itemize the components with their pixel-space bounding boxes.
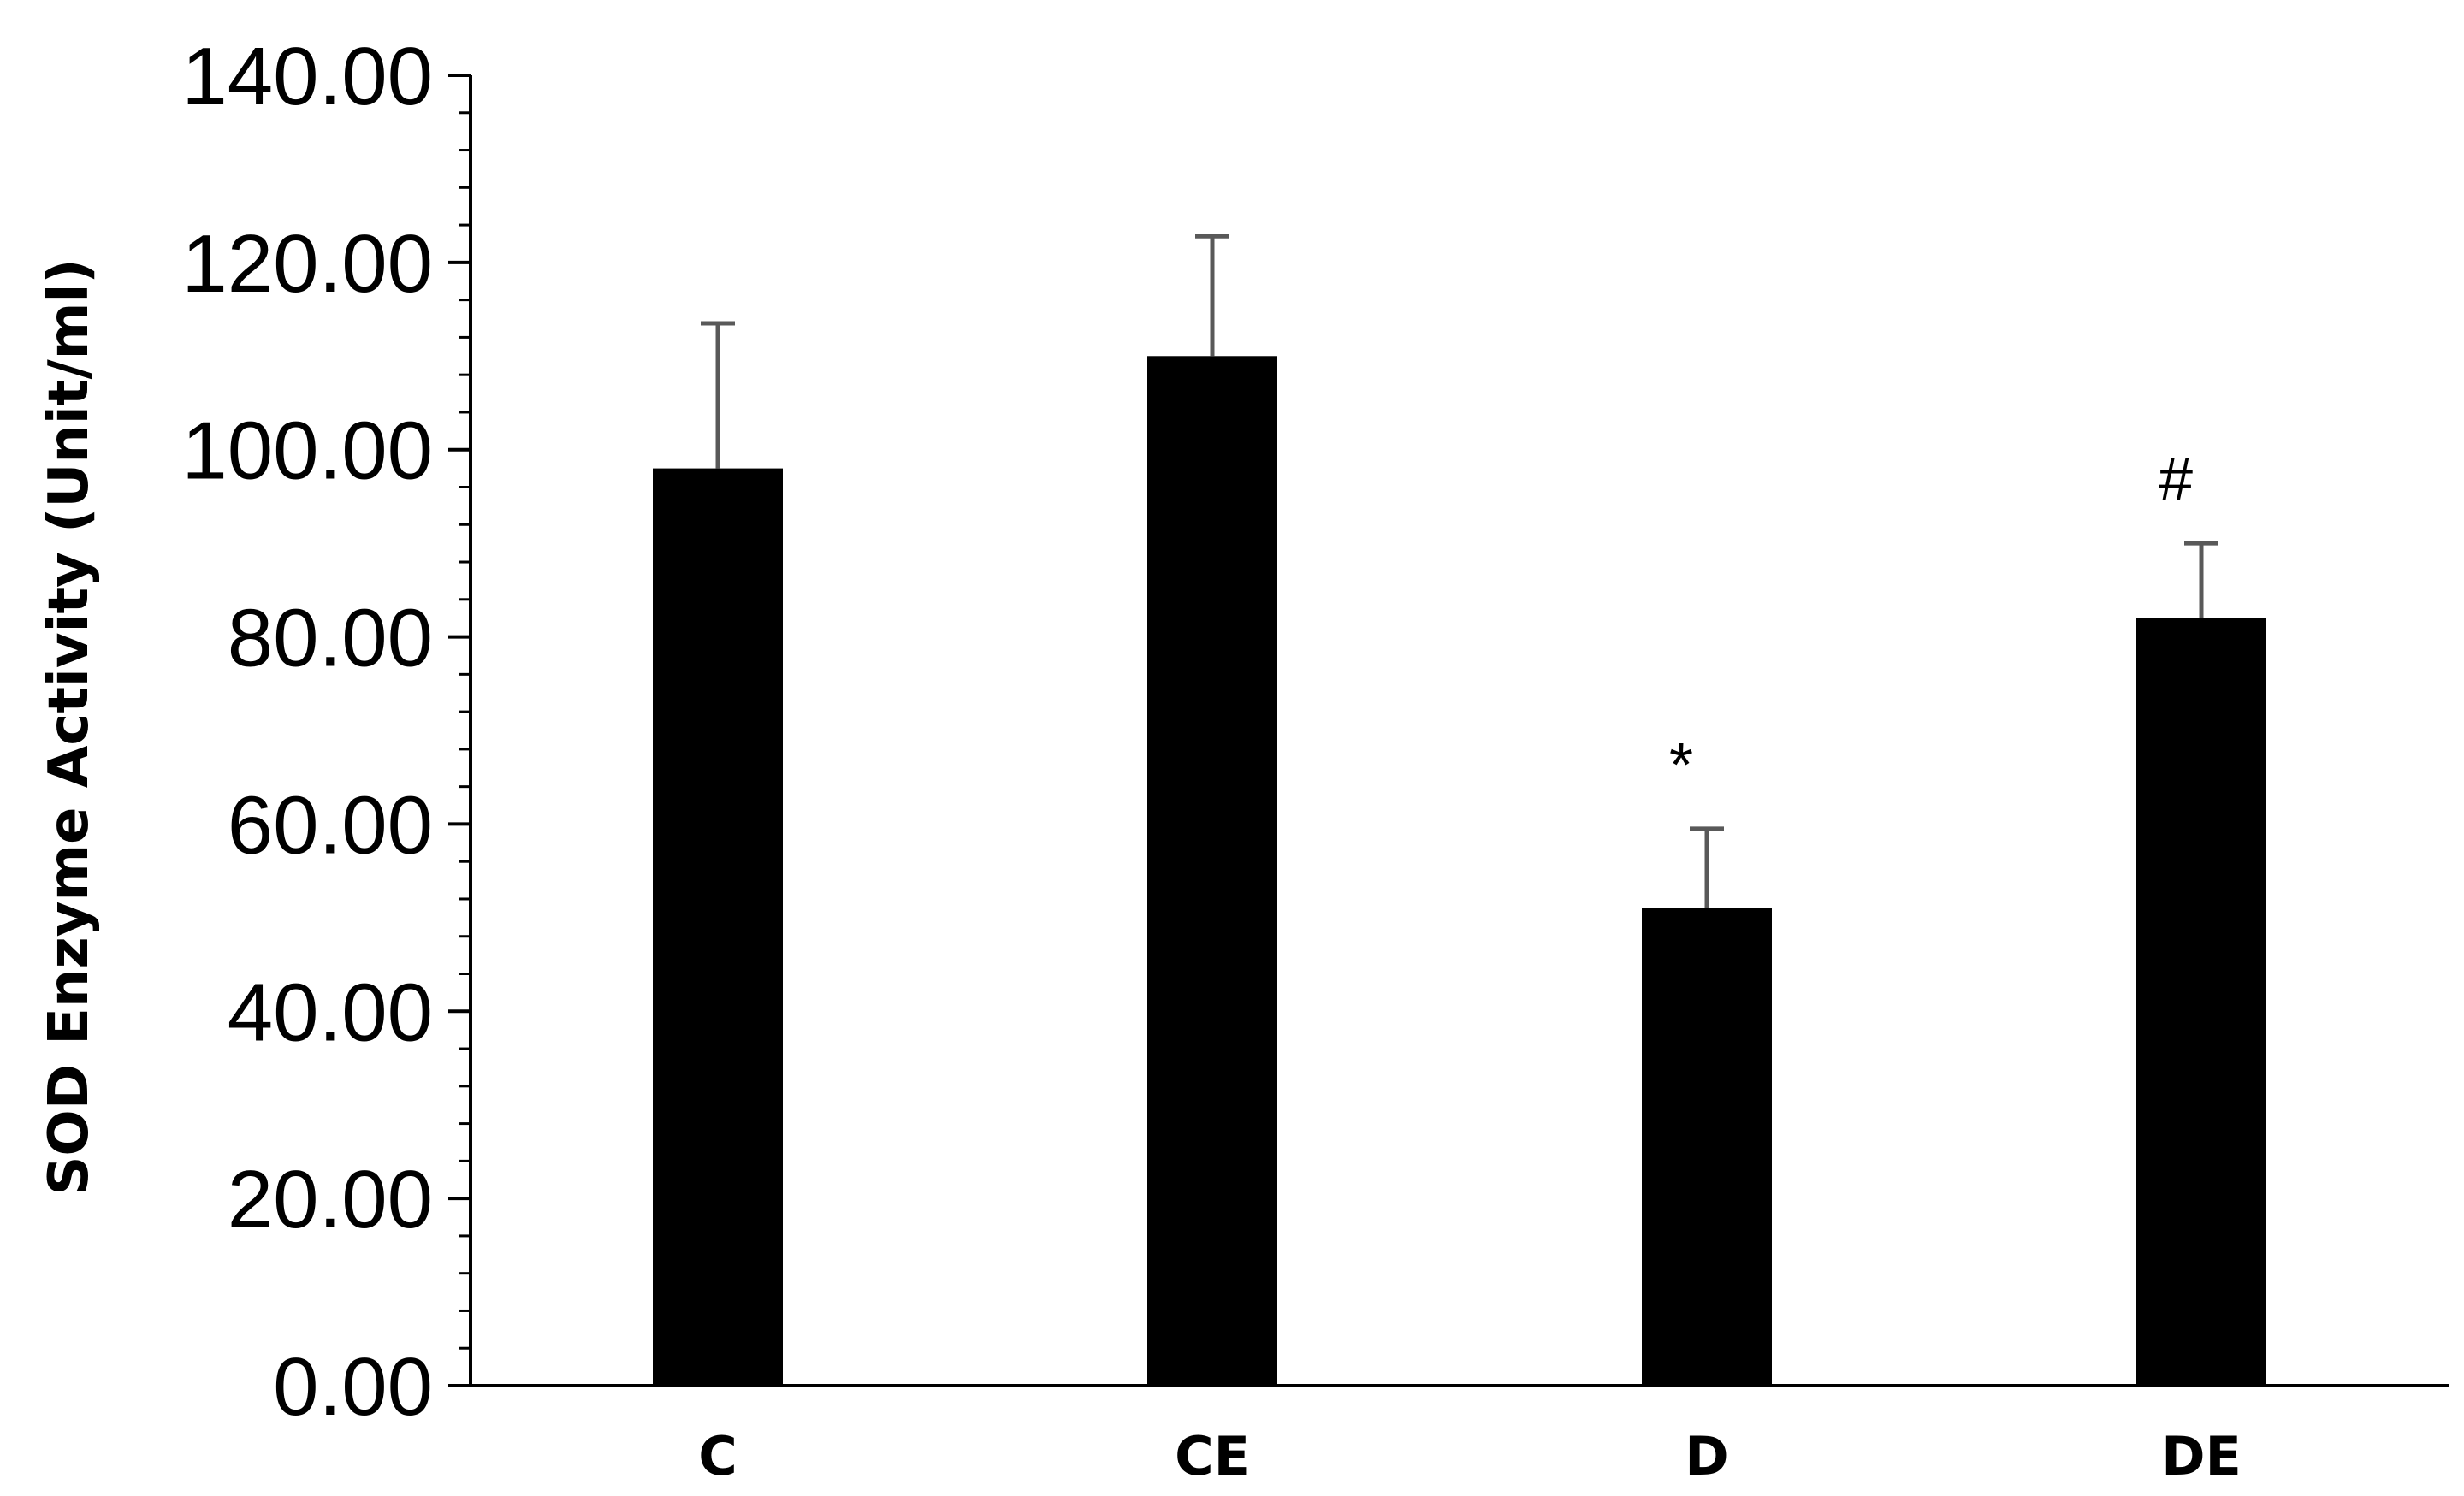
y-tick-label: 0.00: [273, 1341, 433, 1433]
y-axis-title: SOD Enzyme Activity (Unit/ml): [38, 258, 101, 1195]
y-tick-label: 80.00: [228, 593, 433, 684]
y-axis-ticks: [448, 74, 471, 1387]
bar-ce: [1147, 356, 1277, 1387]
error-bars: [701, 234, 2218, 908]
y-tick-label: 100.00: [181, 405, 433, 497]
significance-annotations: *#: [1669, 446, 2193, 800]
bars: [653, 356, 2266, 1387]
y-tick-label: 140.00: [181, 31, 433, 122]
y-axis-tick-labels: 0.00 20.00 40.00 60.00 80.00 100.00 120.00 140.…: [181, 31, 433, 1433]
significance-mark: #: [2159, 446, 2193, 514]
y-tick-label: 60.00: [228, 779, 433, 871]
significance-mark: *: [1669, 731, 1693, 800]
x-category-label: DE: [2161, 1425, 2242, 1487]
bar-c: [653, 468, 783, 1386]
y-tick-label: 20.00: [228, 1154, 433, 1245]
x-category-label: CE: [1175, 1425, 1250, 1487]
y-tick-label: 40.00: [228, 967, 433, 1058]
bar-de: [2136, 618, 2266, 1386]
y-tick-label: 120.00: [181, 218, 433, 310]
bar-d: [1642, 908, 1772, 1386]
x-category-label: C: [698, 1425, 737, 1487]
x-axis-category-labels: C CE D DE: [698, 1425, 2242, 1487]
x-category-label: D: [1685, 1425, 1728, 1487]
